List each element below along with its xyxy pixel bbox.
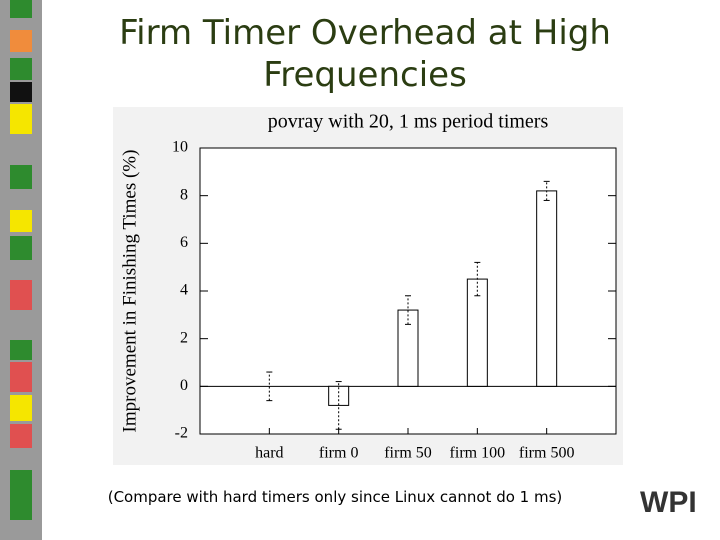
y-tick-label: 0 xyxy=(180,377,188,394)
chart: povray with 20, 1 ms period timers Impro… xyxy=(113,107,623,465)
y-tick-label: -2 xyxy=(175,425,188,442)
y-axis-label: Improvement in Finishing Times (%) xyxy=(119,150,140,433)
logo: WPI xyxy=(640,486,697,519)
side-strip xyxy=(0,0,42,540)
y-tick-label: 4 xyxy=(180,282,188,299)
x-tick-label: firm 100 xyxy=(450,445,506,462)
slide-title: Firm Timer Overhead at High Frequencies xyxy=(119,13,611,95)
y-tick-label: 2 xyxy=(180,329,188,346)
caption: (Compare with hard timers only since Lin… xyxy=(107,488,563,506)
bar xyxy=(536,190,558,387)
x-tick-label: hard xyxy=(255,445,283,462)
y-tick-label: 6 xyxy=(180,234,188,251)
bar xyxy=(397,309,419,387)
x-tick-label: firm 500 xyxy=(519,445,575,462)
y-tick-label: 10 xyxy=(172,139,188,156)
chart-title: povray with 20, 1 ms period timers xyxy=(268,111,549,133)
y-tick-label: 8 xyxy=(180,186,188,203)
x-tick-label: firm 50 xyxy=(384,445,432,462)
x-tick-label: firm 0 xyxy=(319,445,359,462)
